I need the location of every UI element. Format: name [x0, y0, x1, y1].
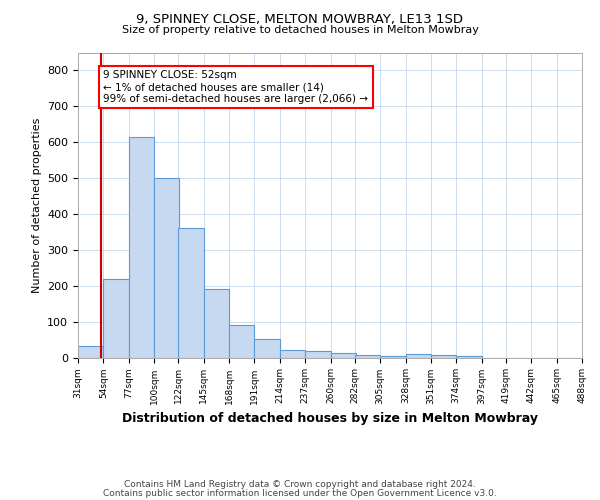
Bar	[204, 290, 229, 358]
Y-axis label: Number of detached properties: Number of detached properties	[32, 118, 41, 292]
Bar	[456, 356, 482, 358]
Bar	[355, 355, 380, 358]
Bar	[178, 228, 204, 358]
Text: Size of property relative to detached houses in Melton Mowbray: Size of property relative to detached ho…	[122, 25, 478, 35]
Text: 9, SPINNEY CLOSE, MELTON MOWBRAY, LE13 1SD: 9, SPINNEY CLOSE, MELTON MOWBRAY, LE13 1…	[137, 12, 464, 26]
Bar	[229, 325, 254, 358]
Bar	[380, 356, 406, 358]
Bar	[254, 339, 280, 357]
Text: 9 SPINNEY CLOSE: 52sqm
← 1% of detached houses are smaller (14)
99% of semi-deta: 9 SPINNEY CLOSE: 52sqm ← 1% of detached …	[103, 70, 368, 104]
Bar	[305, 352, 331, 358]
Bar	[431, 354, 456, 358]
Bar	[129, 137, 154, 358]
Text: Contains public sector information licensed under the Open Government Licence v3: Contains public sector information licen…	[103, 489, 497, 498]
Bar	[331, 353, 356, 358]
Bar	[78, 346, 103, 358]
X-axis label: Distribution of detached houses by size in Melton Mowbray: Distribution of detached houses by size …	[122, 412, 538, 425]
Text: Contains HM Land Registry data © Crown copyright and database right 2024.: Contains HM Land Registry data © Crown c…	[124, 480, 476, 489]
Bar	[406, 354, 431, 358]
Bar	[154, 178, 179, 358]
Bar	[280, 350, 305, 358]
Bar	[103, 278, 129, 357]
